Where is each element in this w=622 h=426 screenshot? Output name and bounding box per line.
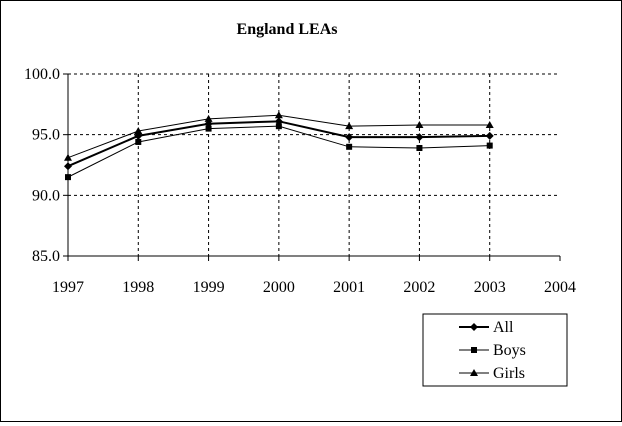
legend-item-boys: Boys xyxy=(459,342,526,359)
legend-box xyxy=(422,313,568,387)
legend-marker-all xyxy=(470,323,478,331)
x-tick-label: 2002 xyxy=(403,279,435,296)
data-point-all xyxy=(415,133,424,142)
data-point-all xyxy=(345,133,354,142)
series-boys xyxy=(65,123,493,181)
chart-title: England LEAs xyxy=(237,21,338,38)
data-point-boys xyxy=(346,143,353,150)
legend-marker-boys xyxy=(471,347,477,353)
grid-lines xyxy=(68,73,560,256)
legend: All Boys Girls xyxy=(422,313,568,387)
data-point-girls xyxy=(274,111,283,119)
data-point-boys xyxy=(135,138,142,145)
data-point-boys xyxy=(65,174,71,181)
data-point-boys xyxy=(416,145,423,152)
legend-label-all: All xyxy=(493,319,514,336)
legend-label-boys: Boys xyxy=(493,342,526,359)
x-tick-label: 1997 xyxy=(52,279,84,296)
legend-item-girls: Girls xyxy=(459,365,525,382)
data-point-girls xyxy=(204,114,213,122)
x-tick-label: 2000 xyxy=(263,279,295,296)
legend-label-girls: Girls xyxy=(493,365,525,382)
data-point-girls xyxy=(64,153,72,161)
x-tick-label: 1998 xyxy=(122,279,154,296)
data-point-girls xyxy=(485,120,494,128)
tick-labels: 85.0 90.0 95.0 100.0 1997 1998 1999 2000 2001 200… xyxy=(24,66,576,296)
data-point-girls xyxy=(415,120,424,128)
axes xyxy=(63,73,561,261)
series-all xyxy=(64,117,494,171)
data-point-boys xyxy=(486,142,493,149)
data-point-all xyxy=(64,162,72,171)
data-point-boys xyxy=(205,125,212,132)
legend-marker-girls xyxy=(470,369,478,376)
x-tick-label: 2001 xyxy=(333,279,365,296)
data-point-boys xyxy=(275,123,282,130)
y-tick-label: 85.0 xyxy=(32,248,60,265)
series-lines xyxy=(64,111,494,181)
legend-item-all: All xyxy=(459,319,514,336)
data-point-girls xyxy=(134,127,143,135)
series-girls xyxy=(64,111,494,161)
x-tick-label: 2003 xyxy=(474,279,506,296)
x-tick-label: 2004 xyxy=(544,279,576,296)
y-tick-label: 100.0 xyxy=(24,66,60,83)
y-tick-label: 95.0 xyxy=(32,127,60,144)
y-tick-label: 90.0 xyxy=(32,187,60,204)
data-point-all xyxy=(485,131,494,140)
data-point-girls xyxy=(345,122,354,130)
x-tick-label: 1999 xyxy=(193,279,225,296)
